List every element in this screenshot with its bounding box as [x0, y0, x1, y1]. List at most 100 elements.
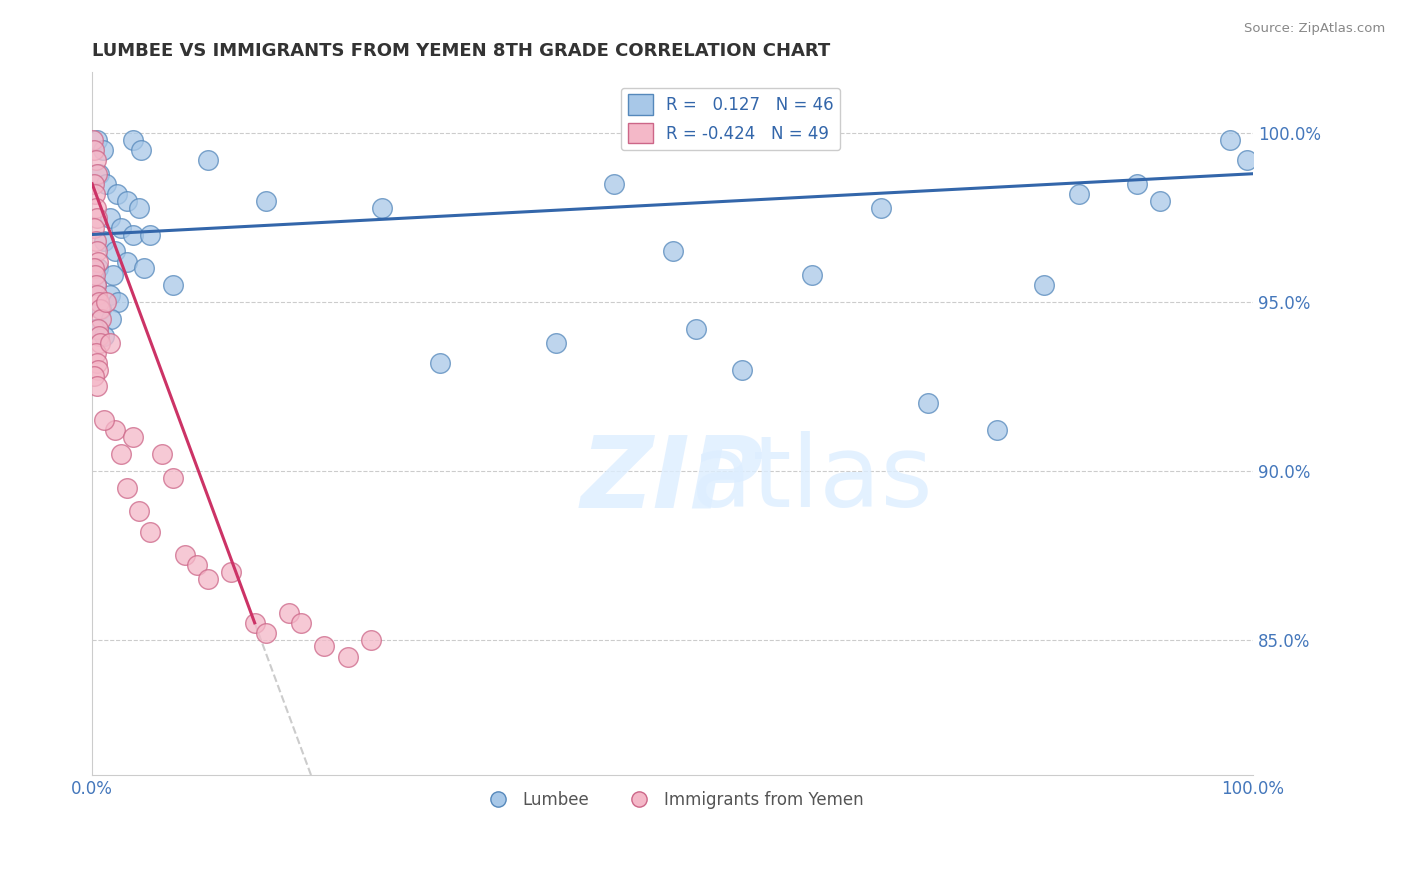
- Point: [1067, 186, 1090, 201]
- Point: [162, 470, 184, 484]
- Point: [89, 167, 111, 181]
- Point: [290, 615, 312, 630]
- Point: [84, 278, 107, 293]
- Point: [360, 632, 382, 647]
- Point: [94, 295, 117, 310]
- Point: [93, 234, 115, 248]
- Point: [254, 194, 277, 208]
- Point: [83, 261, 105, 276]
- Point: [83, 177, 105, 191]
- Point: [1032, 278, 1054, 293]
- Point: [1149, 194, 1171, 208]
- Point: [314, 640, 336, 654]
- Point: [139, 227, 162, 242]
- Point: [89, 301, 111, 316]
- Point: [371, 201, 394, 215]
- Point: [150, 447, 173, 461]
- Point: [128, 504, 150, 518]
- Point: [1219, 133, 1241, 147]
- Point: [336, 649, 359, 664]
- Point: [86, 356, 108, 370]
- Text: Source: ZipAtlas.com: Source: ZipAtlas.com: [1244, 22, 1385, 36]
- Point: [731, 362, 754, 376]
- Point: [90, 301, 112, 316]
- Point: [661, 244, 683, 259]
- Point: [254, 626, 277, 640]
- Point: [685, 322, 707, 336]
- Point: [98, 335, 121, 350]
- Point: [89, 335, 111, 350]
- Point: [98, 288, 121, 302]
- Point: [86, 167, 108, 181]
- Point: [1126, 177, 1149, 191]
- Point: [546, 335, 568, 350]
- Point: [86, 288, 108, 302]
- Point: [82, 133, 104, 147]
- Point: [98, 211, 121, 225]
- Point: [104, 244, 127, 259]
- Point: [917, 396, 939, 410]
- Point: [128, 201, 150, 215]
- Point: [84, 278, 107, 293]
- Point: [100, 312, 122, 326]
- Point: [101, 268, 124, 282]
- Text: ZIP: ZIP: [581, 432, 763, 528]
- Point: [86, 133, 108, 147]
- Point: [139, 524, 162, 539]
- Point: [94, 177, 117, 191]
- Point: [870, 201, 893, 215]
- Point: [429, 356, 451, 370]
- Point: [986, 423, 1008, 437]
- Point: [86, 244, 108, 259]
- Point: [87, 254, 110, 268]
- Point: [110, 220, 132, 235]
- Point: [603, 177, 626, 191]
- Point: [93, 328, 115, 343]
- Point: [121, 227, 143, 242]
- Point: [221, 565, 243, 579]
- Point: [84, 186, 107, 201]
- Point: [174, 549, 197, 563]
- Point: [243, 615, 266, 630]
- Point: [84, 268, 107, 282]
- Point: [84, 345, 107, 359]
- Point: [83, 143, 105, 157]
- Point: [87, 261, 110, 276]
- Point: [90, 312, 112, 326]
- Text: LUMBEE VS IMMIGRANTS FROM YEMEN 8TH GRADE CORRELATION CHART: LUMBEE VS IMMIGRANTS FROM YEMEN 8TH GRAD…: [93, 42, 831, 60]
- Point: [87, 362, 110, 376]
- Point: [115, 481, 138, 495]
- Point: [278, 606, 301, 620]
- Point: [186, 558, 208, 573]
- Point: [115, 194, 138, 208]
- Point: [121, 430, 143, 444]
- Point: [84, 201, 107, 215]
- Point: [121, 133, 143, 147]
- Point: [197, 572, 219, 586]
- Point: [84, 153, 107, 168]
- Point: [83, 322, 105, 336]
- Point: [115, 254, 138, 268]
- Point: [84, 234, 107, 248]
- Point: [800, 268, 823, 282]
- Point: [89, 328, 111, 343]
- Point: [87, 322, 110, 336]
- Legend: Lumbee, Immigrants from Yemen: Lumbee, Immigrants from Yemen: [474, 784, 870, 815]
- Point: [1236, 153, 1258, 168]
- Point: [107, 295, 129, 310]
- Point: [110, 447, 132, 461]
- Point: [86, 379, 108, 393]
- Point: [83, 220, 105, 235]
- Point: [104, 423, 127, 437]
- Point: [105, 186, 128, 201]
- Point: [89, 295, 111, 310]
- Text: atlas: atlas: [690, 432, 932, 528]
- Point: [197, 153, 219, 168]
- Point: [91, 143, 114, 157]
- Point: [86, 211, 108, 225]
- Point: [93, 413, 115, 427]
- Point: [83, 369, 105, 384]
- Point: [129, 143, 152, 157]
- Point: [162, 278, 184, 293]
- Point: [134, 261, 156, 276]
